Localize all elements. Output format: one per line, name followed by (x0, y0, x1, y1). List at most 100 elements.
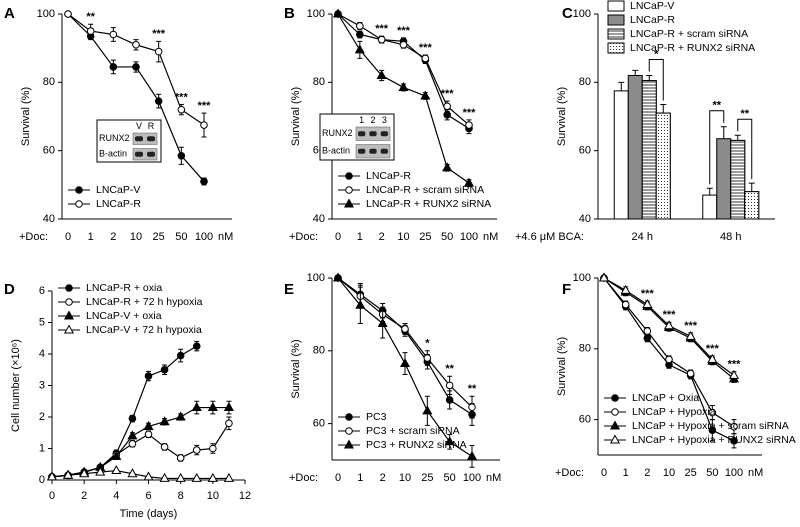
data-point (159, 416, 170, 426)
data-point (209, 444, 217, 453)
legend-marker (75, 200, 83, 208)
data-point (445, 396, 454, 404)
x-tick-label: 2 (644, 467, 650, 479)
error-bar (734, 134, 741, 141)
significance-bracket (737, 118, 753, 180)
significance-label: *** (728, 359, 742, 371)
data-point (463, 177, 475, 187)
bar (627, 75, 643, 220)
data-point (332, 272, 344, 282)
bar-pattern (730, 139, 746, 220)
x-prefix: +Doc: (289, 231, 318, 243)
inset-column-label: R (148, 121, 155, 131)
significance-label: *** (419, 42, 433, 54)
y-tick-label: 100 (307, 272, 325, 284)
x-tick-label: 10 (207, 490, 219, 502)
blot-strip (132, 148, 158, 161)
x-tick-label: 2 (110, 231, 116, 243)
legend-marker (63, 310, 75, 320)
significance-label: *** (175, 91, 189, 103)
x-tick-label: 25 (419, 231, 431, 243)
y-tick-label: 0 (39, 474, 45, 486)
data-point (207, 402, 218, 412)
bar-pattern (641, 80, 657, 220)
legend-label: LNCaP + Hypoxia (632, 406, 716, 418)
x-unit: nM (748, 467, 763, 479)
data-point (643, 334, 652, 342)
y-tick-label: 1 (39, 442, 45, 454)
data-point (445, 381, 454, 390)
legend-marker (609, 420, 621, 430)
significance-label: *** (441, 88, 455, 100)
significance-label: *** (397, 25, 411, 37)
bar (702, 194, 718, 220)
data-point (728, 369, 740, 379)
legend-marker (609, 434, 621, 444)
legend-label: PC3 (366, 411, 387, 423)
data-point (63, 469, 74, 479)
x-tick-label: 50 (441, 231, 453, 243)
data-point (598, 272, 610, 282)
data-point (642, 299, 653, 309)
data-point (621, 300, 630, 309)
x-tick-label: 0 (601, 467, 607, 479)
legend-label: LNCaP-V (630, 0, 674, 12)
x-tick-label: 48 h (720, 231, 741, 243)
error-bar (706, 187, 713, 196)
data-point (143, 420, 154, 430)
legend-label: LNCaP-R + scram siRNA (630, 28, 748, 40)
x-tick-label: 50 (706, 467, 718, 479)
legend-marker (65, 298, 73, 306)
bar (716, 138, 732, 220)
data-point (200, 121, 208, 129)
data-point (79, 468, 90, 478)
data-point (423, 354, 432, 362)
y-axis-label: Survival (%) (290, 87, 302, 146)
data-point (730, 422, 738, 431)
data-point (95, 466, 106, 476)
data-point (46, 471, 58, 481)
panel-label: D (4, 281, 15, 298)
data-point (354, 44, 365, 54)
data-point (465, 121, 473, 129)
inset-row-label: RUNX2 (99, 133, 130, 143)
blot-strip (132, 132, 158, 145)
data-point (223, 402, 234, 412)
significance-label: ** (468, 383, 477, 395)
legend-swatch (607, 0, 625, 12)
significance-label: *** (663, 309, 677, 321)
x-tick-label: 25 (153, 231, 165, 243)
data-point (663, 320, 675, 330)
error-bar (618, 81, 625, 91)
x-axis-label: Time (days) (120, 508, 178, 520)
x-unit: nM (218, 231, 233, 243)
legend-label: LNCaP + Hypoxia + RUNX2 siRNA (632, 434, 796, 446)
legend-label: LNCaP-R + oxia (86, 282, 162, 294)
data-point (376, 69, 387, 79)
data-point (685, 330, 696, 340)
y-tick-label: 2 (39, 411, 45, 423)
blot-band (380, 131, 388, 137)
data-point (86, 27, 95, 35)
data-point (160, 443, 169, 451)
inset-row-label: RUNX2 (322, 128, 353, 138)
data-point (399, 40, 408, 49)
data-point (443, 102, 451, 111)
blot-band (358, 131, 366, 137)
data-point (143, 471, 154, 481)
x-tick-label: 1 (357, 231, 363, 243)
legend-marker (345, 186, 353, 194)
blot-band (358, 148, 366, 154)
blot-band (369, 131, 377, 137)
data-point (225, 419, 233, 428)
blot-band (369, 148, 377, 154)
legend-marker (75, 186, 83, 194)
y-tick-label: 80 (579, 343, 591, 355)
x-tick-label: 10 (663, 467, 675, 479)
data-point (377, 317, 388, 327)
data-point (207, 472, 218, 482)
data-point (144, 372, 153, 380)
data-point (159, 472, 170, 482)
x-tick-label: 2 (380, 472, 386, 484)
